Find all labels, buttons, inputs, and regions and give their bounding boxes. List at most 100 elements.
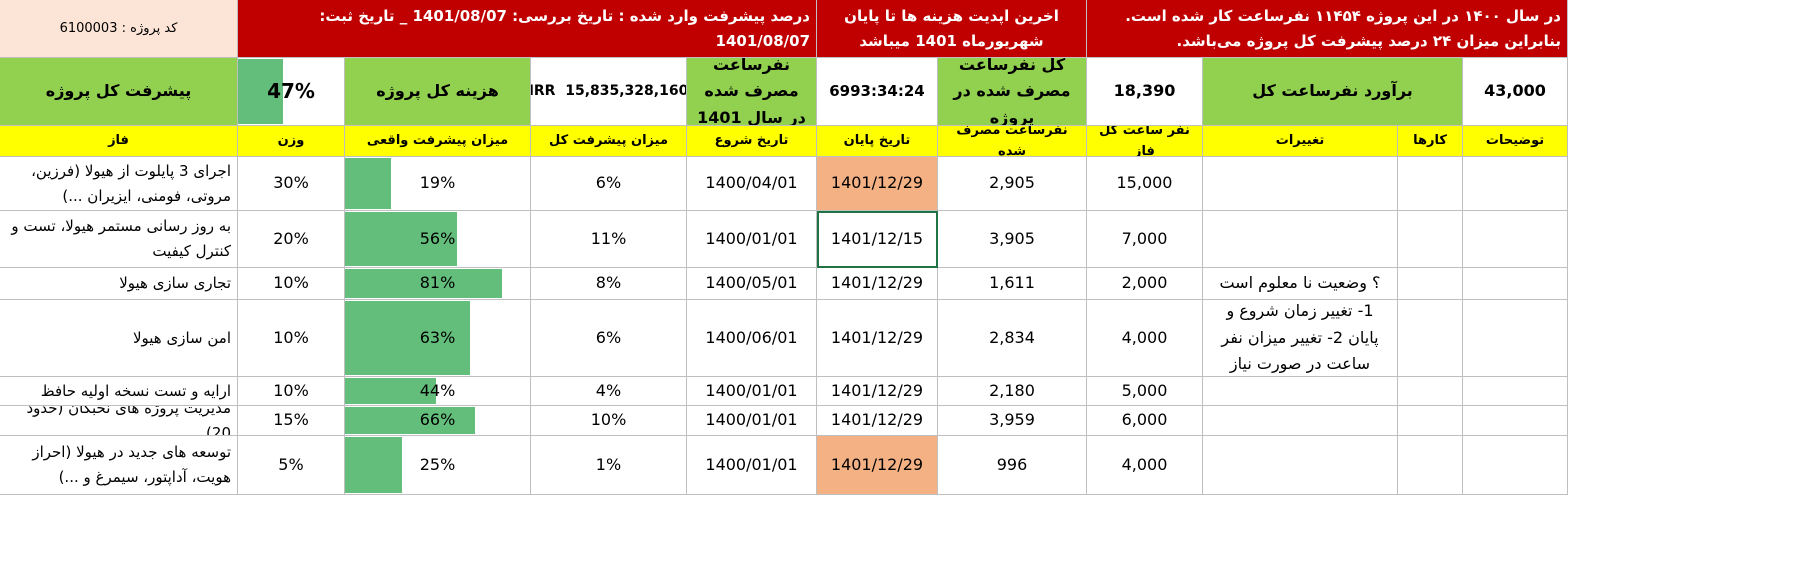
weight-cell-text: 30%: [273, 173, 309, 193]
hours-total-cell: 15,000: [1087, 157, 1203, 211]
start-cell-text: 1400/05/01: [705, 273, 798, 293]
estimate: 43,000: [1463, 58, 1568, 126]
hours-used-cell: 3,905: [938, 211, 1087, 268]
summary-label-text: پیشرفت کل پروژه: [45, 81, 192, 101]
data-bar: [345, 269, 502, 298]
hours-used-cell-text: 3,959: [989, 410, 1035, 430]
start-cell: 1400/01/01: [687, 436, 817, 495]
changes-cell: [1203, 211, 1398, 268]
estimate-text: 43,000: [1484, 81, 1546, 101]
actual-progress-cell-text: 56%: [419, 228, 456, 248]
actual-progress-cell: 63%: [345, 300, 531, 377]
notes-cell: [1463, 268, 1568, 300]
column-header: فاز: [0, 126, 238, 157]
overall-progress-cell: 8%: [531, 268, 687, 300]
notes-cell: [1463, 377, 1568, 406]
column-header-text: نفرساعت مصرف شده: [956, 126, 1068, 157]
actual-progress-cell-text: 19%: [419, 173, 456, 193]
end-cell: 1401/12/29: [817, 436, 938, 495]
hours-used-cell: 996: [938, 436, 1087, 495]
notes-cell: [1463, 406, 1568, 436]
weight-cell-text: 10%: [273, 380, 309, 400]
tasks-cell: [1398, 377, 1463, 406]
column-header: تاریخ پایان: [817, 126, 938, 157]
hours-used-cell-text: 2,905: [989, 173, 1035, 193]
hours-total-cell-text: 4,000: [1121, 327, 1168, 347]
phase-cell-text: تجاری سازی هیولا: [119, 274, 231, 293]
tasks-cell: [1398, 157, 1463, 211]
cost-note: اخرین اپدیت هزینه ها تا پایان شهریورماه …: [817, 0, 1087, 58]
phase-cell-text: به روز رسانی مستمر هیولا، تست و کنترل کی…: [11, 217, 231, 260]
hours-total-cell: 7,000: [1087, 211, 1203, 268]
column-header: توضیحات: [1463, 126, 1568, 157]
summary-label: برآورد نفرساعت کل: [1203, 58, 1463, 126]
column-header: تاریخ شروع: [687, 126, 817, 157]
start-cell-text: 1400/01/01: [705, 410, 798, 430]
hours-total-cell: 2,000: [1087, 268, 1203, 300]
overall-progress-cell-text: 4%: [595, 380, 622, 400]
weight-cell: 10%: [238, 300, 345, 377]
notes-cell: [1463, 436, 1568, 495]
weight-cell-text: 20%: [273, 228, 309, 248]
phase-cell: اجرای 3 پایلوت از هیولا (فرزین، مروتی، ف…: [0, 157, 238, 211]
actual-progress-cell: 25%: [345, 436, 531, 495]
cost-note-text: اخرین اپدیت هزینه ها تا پایان شهریورماه …: [844, 6, 1059, 50]
hours-1401: 6993:34:24: [817, 58, 938, 126]
overall-progress-cell-text: 11%: [590, 228, 627, 248]
column-header-text: تغییرات: [1275, 133, 1325, 149]
hours-used-cell: 2,834: [938, 300, 1087, 377]
changes-cell-text: ؟ وضعیت نا معلوم است: [1219, 273, 1381, 293]
hours-used-cell-text: 1,611: [989, 273, 1035, 293]
hours-total-cell: 4,000: [1087, 300, 1203, 377]
overall-progress-cell-text: 8%: [595, 273, 622, 293]
start-cell: 1400/06/01: [687, 300, 817, 377]
actual-progress-cell-text: 66%: [419, 410, 456, 430]
actual-progress-cell-text: 44%: [419, 380, 456, 400]
total-progress-text: 47%: [267, 79, 315, 103]
data-bar: [345, 212, 458, 266]
data-bar: [345, 158, 391, 209]
end-cell-text: 1401/12/29: [830, 273, 924, 293]
start-cell-text: 1400/01/01: [705, 228, 798, 248]
phase-cell: توسعه های جدید در هیولا (احراز هویت، آدا…: [0, 436, 238, 495]
column-header: نفرساعت مصرف شده: [938, 126, 1087, 157]
end-cell-text: 1401/12/29: [830, 410, 924, 430]
overall-progress-cell: 6%: [531, 300, 687, 377]
column-header: کارها: [1398, 126, 1463, 157]
end-cell-text: 1401/12/29: [830, 380, 924, 400]
actual-progress-cell-text: 25%: [419, 454, 456, 474]
phase-cell-text: مدیریت پروژه های نخبگان (حدود 20): [26, 406, 231, 436]
end-cell: 1401/12/15: [817, 211, 938, 268]
summary-label: نفرساعت مصرف شده در سال 1401: [687, 58, 817, 126]
weight-cell-text: 10%: [273, 327, 309, 347]
end-cell-text: 1401/12/29: [830, 454, 924, 474]
hours-used-cell-text: 3,905: [989, 228, 1035, 248]
hours-total-cell: 5,000: [1087, 377, 1203, 406]
overall-progress-cell-text: 6%: [595, 327, 622, 347]
hours-total-cell-text: 5,000: [1121, 380, 1168, 400]
tasks-cell: [1398, 406, 1463, 436]
column-header: میزان پیشرفت کل: [531, 126, 687, 157]
project-code: کد پروژه : 6100003: [0, 0, 238, 58]
column-header-text: کارها: [1413, 133, 1447, 149]
data-bar: [345, 301, 470, 375]
actual-progress-cell: 56%: [345, 211, 531, 268]
phase-cell-text: امن سازی هیولا: [132, 328, 231, 347]
weight-cell-text: 10%: [273, 273, 309, 293]
summary-label: هزینه کل پروژه: [345, 58, 531, 126]
start-cell: 1400/04/01: [687, 157, 817, 211]
end-cell: 1401/12/29: [817, 406, 938, 436]
summary-label-text: نفرساعت مصرف شده در سال 1401: [697, 58, 806, 126]
hours-used-cell: 2,905: [938, 157, 1087, 211]
weight-cell-text: 15%: [273, 410, 309, 430]
start-cell: 1400/01/01: [687, 211, 817, 268]
column-header-text: میزان پیشرفت کل: [549, 133, 668, 149]
overall-progress-cell: 11%: [531, 211, 687, 268]
actual-progress-cell-text: 63%: [419, 327, 456, 347]
hours-total-text: 18,390: [1113, 81, 1176, 101]
hours-used-cell-text: 2,834: [989, 327, 1035, 347]
hours-total-cell-text: 4,000: [1121, 454, 1168, 474]
weight-cell: 20%: [238, 211, 345, 268]
project-code-text: کد پروژه : 6100003: [59, 20, 178, 36]
changes-cell: ؟ وضعیت نا معلوم است: [1203, 268, 1398, 300]
